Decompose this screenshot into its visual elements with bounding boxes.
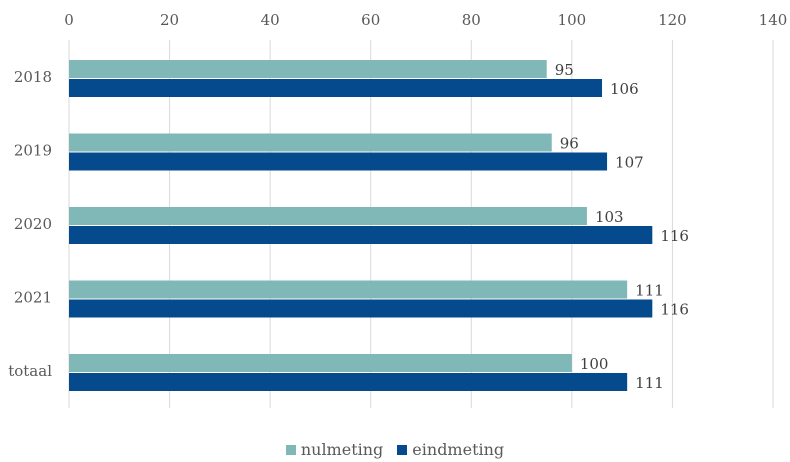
- legend-item-eindmeting: eindmeting: [397, 440, 504, 459]
- data-label: 116: [660, 227, 689, 245]
- legend-item-nulmeting: nulmeting: [285, 440, 384, 459]
- data-label: 96: [560, 135, 579, 153]
- data-label: 111: [635, 282, 664, 300]
- data-label: 106: [610, 80, 639, 98]
- legend-swatch: [397, 444, 408, 455]
- legend-label: nulmeting: [300, 440, 384, 459]
- legend: nulmeting eindmeting: [0, 440, 790, 459]
- x-tick-label: 0: [64, 11, 74, 29]
- bar-eindmeting-totaal: [69, 373, 628, 391]
- x-tick-label: 140: [759, 11, 788, 29]
- legend-label: eindmeting: [412, 440, 505, 459]
- x-tick-label: 40: [261, 11, 280, 29]
- legend-swatch: [285, 444, 296, 455]
- bar-nulmeting-2021: [69, 280, 628, 299]
- category-label: totaal: [8, 362, 52, 380]
- bar-eindmeting-2020: [69, 226, 653, 244]
- x-tick-label: 60: [361, 11, 380, 29]
- category-label: 2019: [14, 142, 52, 160]
- bar-eindmeting-2021: [69, 299, 653, 318]
- bar-eindmeting-2019: [69, 152, 608, 171]
- data-label: 116: [660, 301, 689, 319]
- x-tick-label: 100: [558, 11, 587, 29]
- category-label: 2018: [14, 68, 52, 86]
- data-label: 107: [615, 154, 644, 172]
- bar-eindmeting-2018: [69, 79, 603, 97]
- y-axis-categories: 2018 2019 2020 2021 totaal: [8, 68, 52, 380]
- data-label: 100: [580, 355, 609, 373]
- category-label: 2021: [14, 289, 52, 307]
- bar-nulmeting-2018: [69, 60, 547, 78]
- bar-nulmeting-2020: [69, 207, 587, 225]
- data-label: 103: [595, 208, 624, 226]
- bar-nulmeting-2019: [69, 133, 552, 152]
- bars: [69, 60, 653, 391]
- bar-nulmeting-totaal: [69, 354, 572, 372]
- data-label: 95: [555, 61, 574, 79]
- x-tick-label: 20: [160, 11, 179, 29]
- x-tick-label: 120: [658, 11, 687, 29]
- data-label: 111: [635, 374, 664, 392]
- x-tick-label: 80: [462, 11, 481, 29]
- category-label: 2020: [14, 215, 52, 233]
- x-axis-ticks: 0 20 40 60 80 100 120 140: [64, 11, 787, 29]
